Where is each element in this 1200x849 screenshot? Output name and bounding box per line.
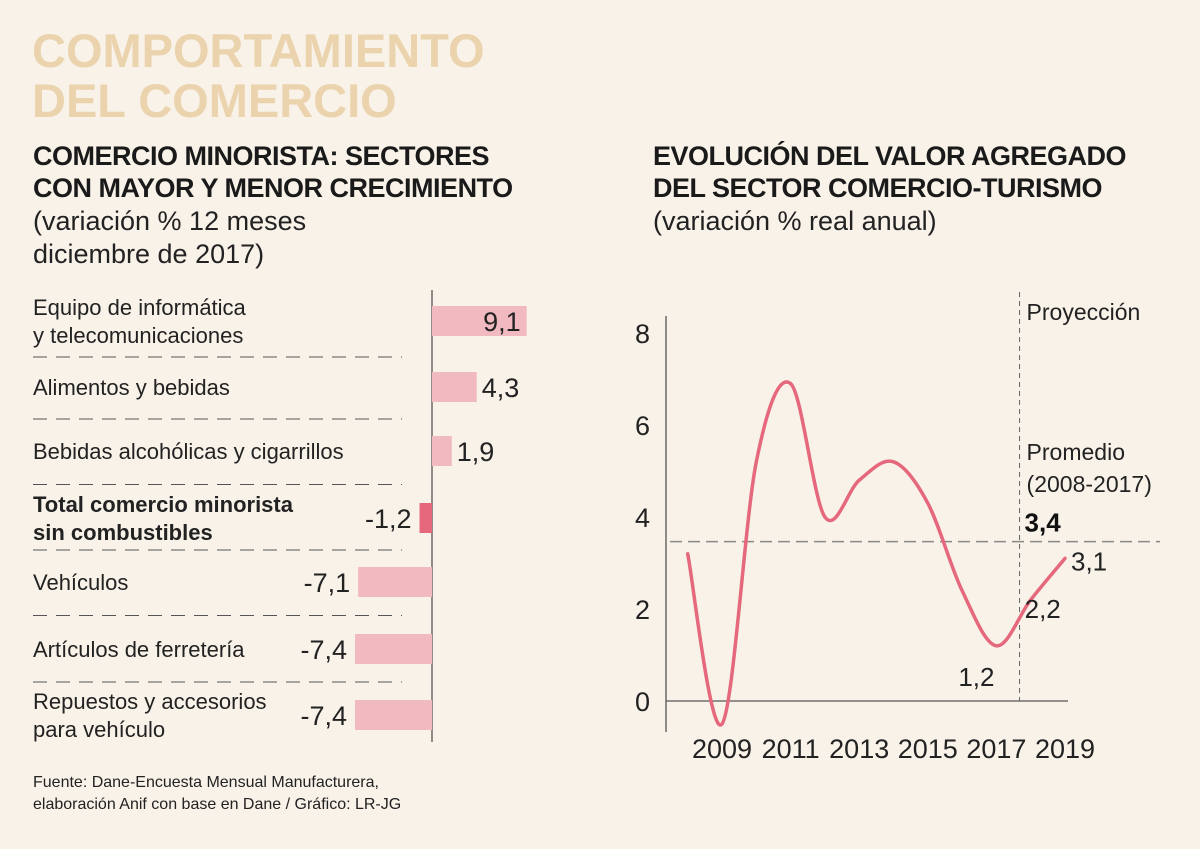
bar-category-label: Total comercio minorista <box>33 492 294 517</box>
bar-chart-title-line: COMERCIO MINORISTA: SECTORES <box>33 141 490 171</box>
bar-category-label: Equipo de informática <box>33 295 247 320</box>
point-label: 2,2 <box>1025 594 1061 624</box>
bar-category-label: sin combustibles <box>33 520 213 545</box>
bar-value-label: -1,2 <box>365 504 412 534</box>
bar-value-label: -7,1 <box>304 568 351 598</box>
point-label: 3,1 <box>1071 546 1107 576</box>
bar-chart-unit-line: diciembre de 2017) <box>33 239 265 269</box>
bar <box>432 372 477 402</box>
bar-value-label: 4,3 <box>482 373 520 403</box>
projection-label: Proyección <box>1027 299 1141 325</box>
x-tick-label: 2017 <box>966 734 1026 764</box>
bar-category-label: Bebidas alcohólicas y cigarrillos <box>33 439 344 464</box>
y-tick-label: 0 <box>635 687 650 717</box>
bar <box>432 306 527 336</box>
bar-category-label: Repuestos y accesorios <box>33 689 267 714</box>
main-title-line: COMPORTAMIENTO <box>32 24 485 77</box>
y-tick-label: 4 <box>635 503 650 533</box>
bar <box>358 567 432 597</box>
x-tick-label: 2019 <box>1035 734 1095 764</box>
bar-chart-title: COMERCIO MINORISTA: SECTORES CON MAYOR Y… <box>33 140 513 204</box>
bar <box>355 700 432 730</box>
x-tick-label: 2013 <box>829 734 889 764</box>
x-tick-label: 2015 <box>898 734 958 764</box>
x-tick-label: 2011 <box>762 734 820 764</box>
average-caption: (2008-2017) <box>1027 471 1152 497</box>
bar-value-label: 9,1 <box>483 307 521 337</box>
line-chart-title-line: EVOLUCIÓN DEL VALOR AGREGADO <box>653 141 1127 171</box>
line-chart-title: EVOLUCIÓN DEL VALOR AGREGADO DEL SECTOR … <box>653 140 1127 204</box>
main-title: COMPORTAMIENTO DEL COMERCIO <box>32 26 485 126</box>
line-chart-unit-line: (variación % real anual) <box>653 206 937 236</box>
bar-category-label: Alimentos y bebidas <box>33 375 230 400</box>
bar-value-label: 1,9 <box>457 437 495 467</box>
bar-category-label: para vehículo <box>33 717 165 742</box>
source-line: elaboración Anif con base en Dane / Gráf… <box>33 796 402 813</box>
series-line <box>685 380 1067 727</box>
bar <box>419 503 432 533</box>
line-chart: 0 2 4 6 8 2009 2011 2013 2015 2017 2019 Proyección P… <box>635 292 1160 764</box>
bar-chart: 9,1 Equipo de informática y telecomunicaci… <box>33 290 527 742</box>
line-chart-unit: (variación % real anual) <box>653 205 937 238</box>
y-tick-label: 6 <box>635 411 650 441</box>
source-line: Fuente: Dane-Encuesta Mensual Manufactur… <box>33 774 379 791</box>
bar-category-label: y telecomunicaciones <box>33 323 243 348</box>
line-chart-title-line: DEL SECTOR COMERCIO-TURISMO <box>653 173 1103 203</box>
bar-category-label: Artículos de ferretería <box>33 637 245 662</box>
bar-category-label: Vehículos <box>33 570 128 595</box>
bar-chart-unit-line: (variación % 12 meses <box>33 206 307 236</box>
y-tick-label: 2 <box>635 595 650 625</box>
bar-value-label: -7,4 <box>301 635 348 665</box>
x-tick-label: 2009 <box>692 734 752 764</box>
source-note: Fuente: Dane-Encuesta Mensual Manufactur… <box>33 772 401 816</box>
bar-chart-title-line: CON MAYOR Y MENOR CRECIMIENTO <box>33 173 513 203</box>
y-tick-label: 8 <box>635 319 650 349</box>
bar <box>355 634 432 664</box>
bar-chart-unit: (variación % 12 meses diciembre de 2017) <box>33 205 306 271</box>
main-title-line: DEL COMERCIO <box>32 74 397 127</box>
average-value-label: 3,4 <box>1025 508 1062 538</box>
bar <box>432 436 452 466</box>
point-label: 1,2 <box>958 662 994 692</box>
average-caption: Promedio <box>1027 439 1125 465</box>
bar-value-label: -7,4 <box>301 701 348 731</box>
